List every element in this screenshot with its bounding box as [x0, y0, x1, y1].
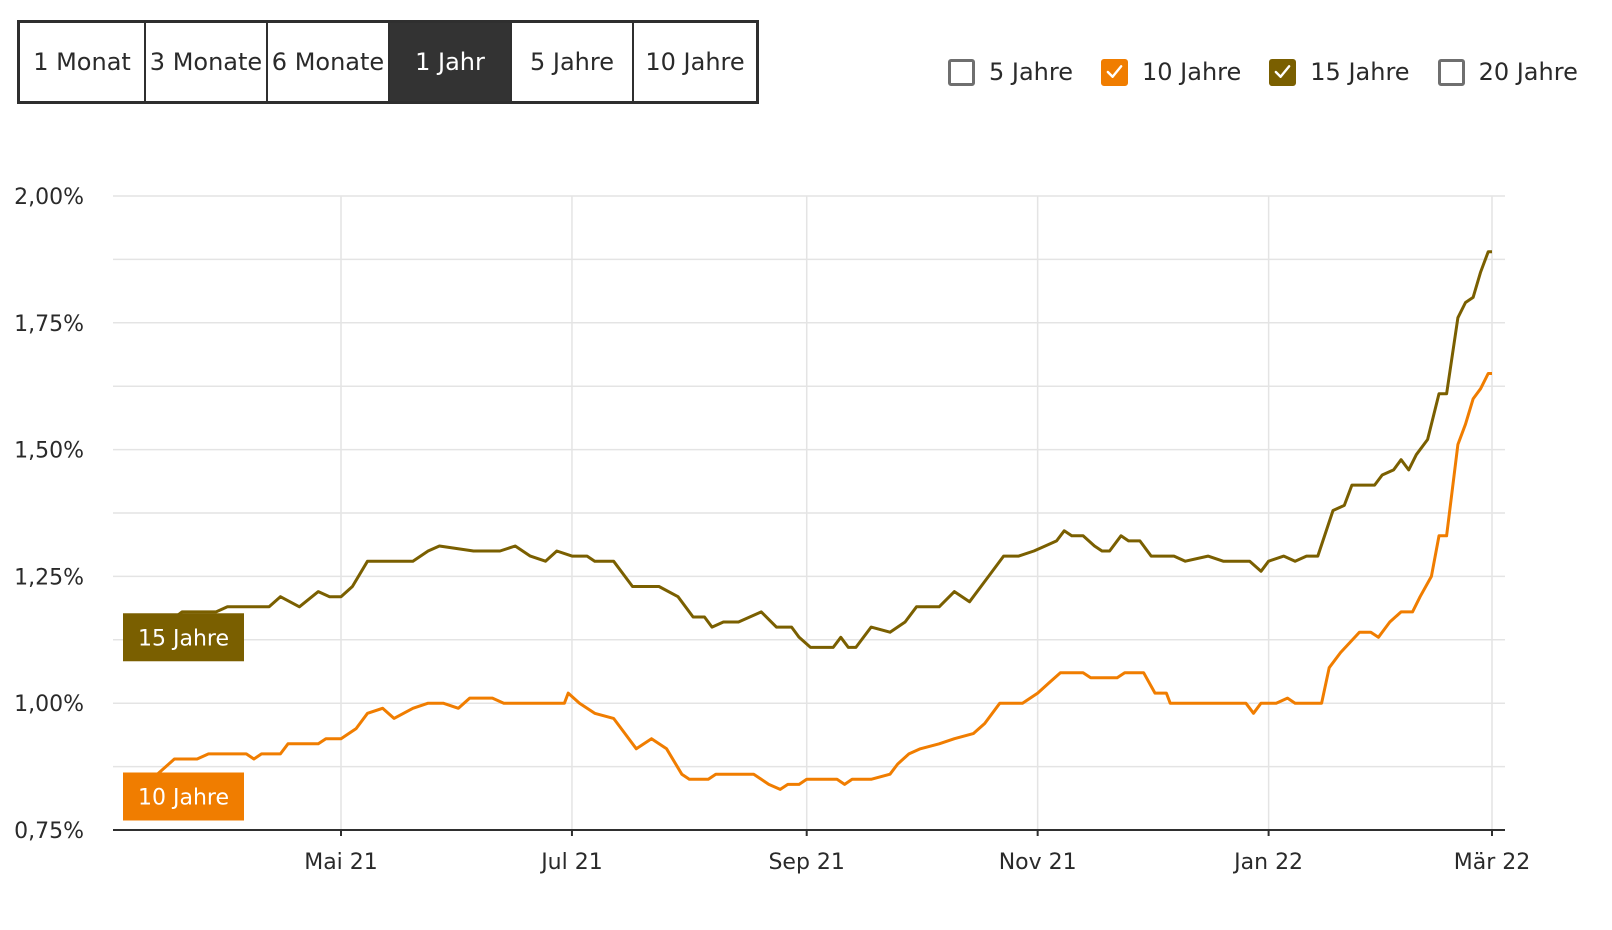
- series-tags: 15 Jahre 10 Jahre: [123, 613, 244, 821]
- legend-item-15-jahre[interactable]: 15 Jahre: [1269, 58, 1410, 86]
- tab-10-jahre[interactable]: 10 Jahre: [645, 48, 745, 76]
- y-tick-label: 0,75%: [14, 819, 84, 844]
- y-tick-label: 1,25%: [14, 565, 84, 590]
- tab-6-monate[interactable]: 6 Monate: [268, 23, 390, 101]
- series-tag: 15 Jahre: [123, 613, 244, 662]
- series-lines: [142, 250, 1492, 796]
- y-tick-label: 2,00%: [14, 185, 84, 210]
- legend-label: 15 Jahre: [1310, 58, 1410, 86]
- checkbox-5-jahre[interactable]: [948, 58, 975, 86]
- series-tag-label: 10 Jahre: [138, 785, 229, 810]
- legend-item-10-jahre[interactable]: 10 Jahre: [1101, 58, 1241, 86]
- tab-1-monat[interactable]: 1 Monat: [20, 23, 146, 101]
- series-tag: 10 Jahre: [123, 772, 244, 821]
- x-tick-label: Sep 21: [768, 850, 844, 875]
- x-tick-label: Jan 22: [1232, 850, 1303, 875]
- yield-line-chart: 0,75% 1,00% 1,25% 1,50% 1,75% 2,00% Mai 21 Jul…: [14, 185, 1530, 875]
- series-tag-label: 15 Jahre: [138, 626, 229, 651]
- check-icon: [1106, 65, 1123, 78]
- checkbox-10-jahre[interactable]: [1101, 58, 1128, 86]
- series-legend: 5 Jahre 10 Jahre 15 Jahre 20 Jahre: [948, 58, 1578, 86]
- legend-label: 20 Jahre: [1478, 58, 1578, 86]
- series-line: [142, 372, 1492, 796]
- legend-item-5-jahre[interactable]: 5 Jahre: [948, 58, 1073, 86]
- y-tick-label: 1,00%: [14, 692, 84, 717]
- check-icon: [1274, 65, 1291, 78]
- tab-3-monate[interactable]: 3 Monate: [146, 23, 268, 101]
- x-tick-label: Jul 21: [539, 850, 603, 875]
- tab-1-jahr[interactable]: 1 Jahr: [390, 23, 512, 101]
- checkbox-15-jahre[interactable]: [1269, 58, 1297, 86]
- checkbox-20-jahre[interactable]: [1437, 58, 1465, 86]
- x-tick-label: Mär 22: [1454, 850, 1531, 875]
- x-tick-label: Nov 21: [999, 850, 1077, 875]
- y-tick-label: 1,75%: [14, 312, 84, 337]
- x-axis-labels: Mai 21 Jul 21 Sep 21 Nov 21 Jan 22 Mär 22: [304, 850, 1530, 875]
- series-line: [143, 250, 1492, 649]
- legend-label: 10 Jahre: [1142, 58, 1242, 86]
- x-tick-label: Mai 21: [304, 850, 378, 875]
- time-range-tabs: 1 Monat 3 Monate 6 Monate 1 Jahr 5 Jahre…: [17, 20, 759, 104]
- y-axis-labels: 0,75% 1,00% 1,25% 1,50% 1,75% 2,00%: [14, 185, 84, 844]
- y-tick-label: 1,50%: [14, 439, 84, 464]
- legend-label: 5 Jahre: [989, 58, 1073, 86]
- chart-grid: [113, 195, 1505, 836]
- tab-5-jahre[interactable]: 5 Jahre: [512, 23, 634, 101]
- legend-item-20-jahre[interactable]: 20 Jahre: [1437, 58, 1578, 86]
